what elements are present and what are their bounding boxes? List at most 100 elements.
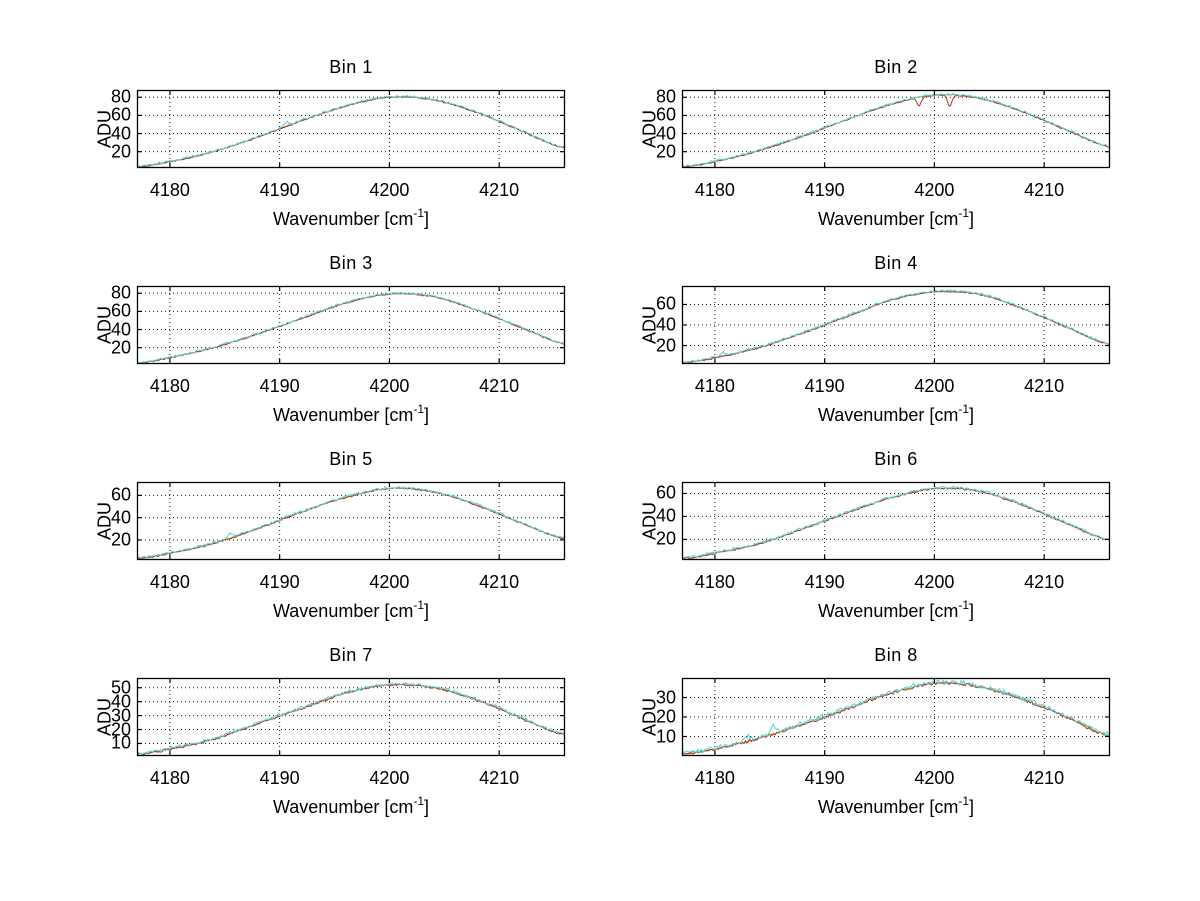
- x-tick-label: 4180: [694, 376, 735, 396]
- y-tick-label: 40: [655, 123, 676, 144]
- subplot-panel-bin-8: Bin 8 ADU Wavenumber [cm-1] 4180 4190 4200…: [567, 645, 1123, 835]
- x-tick-label: 4200: [369, 768, 410, 788]
- spectrum-red-trace: [137, 683, 565, 756]
- x-axis-label-superscript: -1: [413, 402, 425, 416]
- x-tick-label: 4190: [804, 180, 845, 200]
- x-axis-label-superscript: -1: [958, 598, 970, 612]
- y-tick-label: 20: [655, 141, 676, 162]
- x-axis-label: Wavenumber [cm-1]: [682, 598, 1110, 622]
- x-tick-label: 4200: [914, 376, 955, 396]
- x-tick-label: 4180: [149, 180, 190, 200]
- y-tick-label: 80: [110, 86, 131, 107]
- spectrum-red-trace: [682, 681, 1110, 755]
- x-tick-label: 4200: [914, 572, 955, 592]
- subplot-title: Bin 2: [874, 57, 918, 77]
- plot-area: [136, 285, 566, 365]
- y-tick-label: 20: [110, 719, 131, 740]
- subplot-title: Bin 4: [874, 253, 918, 273]
- plot-area: [136, 677, 566, 757]
- x-tick-label: 4190: [259, 376, 300, 396]
- y-tick-label: 60: [655, 482, 676, 503]
- x-tick-label: 4190: [804, 768, 845, 788]
- spectrum-olive-trace: [682, 487, 1110, 560]
- y-tick-label: 40: [655, 314, 676, 335]
- spectrum-red-trace: [137, 487, 565, 560]
- plot-area: [681, 481, 1111, 561]
- y-tick-label: 20: [110, 141, 131, 162]
- y-tick-label: 20: [110, 529, 131, 550]
- plot-area: [681, 89, 1111, 169]
- x-tick-label: 4180: [694, 572, 735, 592]
- subplot-title: Bin 5: [329, 449, 373, 469]
- subplot-title: Bin 3: [329, 253, 373, 273]
- x-tick-label: 4180: [694, 180, 735, 200]
- x-axis-label-text: Wavenumber [cm: [272, 797, 414, 817]
- plot-area: [136, 89, 566, 169]
- x-axis-label-bracket: ]: [424, 405, 430, 425]
- x-axis-label-superscript: -1: [413, 206, 425, 220]
- x-tick-label: 4210: [479, 180, 520, 200]
- x-axis-label-bracket: ]: [424, 209, 430, 229]
- spectrum-olive-trace: [137, 292, 565, 364]
- spectrum-olive-trace: [137, 487, 565, 560]
- x-axis-label: Wavenumber [cm-1]: [682, 794, 1110, 818]
- plot-area: [136, 481, 566, 561]
- y-tick-label: 60: [110, 484, 131, 505]
- spectrum-red-trace: [137, 96, 565, 168]
- x-axis-label-text: Wavenumber [cm: [272, 209, 414, 229]
- y-tick-label: 40: [110, 691, 131, 712]
- x-axis-label: Wavenumber [cm-1]: [137, 794, 565, 818]
- x-tick-label: 4200: [914, 768, 955, 788]
- y-tick-label: 60: [655, 104, 676, 125]
- x-axis-label-superscript: -1: [413, 794, 425, 808]
- x-axis-label-text: Wavenumber [cm: [817, 405, 959, 425]
- spectrum-olive-trace: [682, 681, 1110, 755]
- y-tick-label: 60: [110, 300, 131, 321]
- spectrum-red-trace: [137, 292, 565, 364]
- y-tick-label: 20: [655, 335, 676, 356]
- subplot-title: Bin 7: [329, 645, 373, 665]
- x-tick-label: 4200: [914, 180, 955, 200]
- y-tick-label: 10: [655, 726, 676, 746]
- y-tick-label: 40: [110, 319, 131, 340]
- x-tick-label: 4200: [369, 180, 410, 200]
- x-axis-label: Wavenumber [cm-1]: [137, 402, 565, 426]
- spectrum-cyan-trace: [682, 679, 1110, 754]
- spectrum-cyan-trace: [682, 93, 1110, 168]
- y-tick-label: 20: [655, 706, 676, 727]
- x-axis-label-superscript: -1: [958, 794, 970, 808]
- subplot-title: Bin 8: [874, 645, 918, 665]
- spectrum-red-trace: [682, 487, 1110, 560]
- subplot-panel-bin-3: Bin 3 ADU Wavenumber [cm-1] 4180 4190 4200…: [22, 253, 578, 443]
- x-axis-label: Wavenumber [cm-1]: [137, 598, 565, 622]
- subplot-title: Bin 1: [329, 57, 373, 77]
- x-tick-label: 4190: [259, 572, 300, 592]
- x-tick-label: 4210: [479, 572, 520, 592]
- plot-area: [681, 285, 1111, 365]
- x-axis-label-bracket: ]: [424, 797, 430, 817]
- spectrum-cyan-trace: [682, 485, 1110, 559]
- x-tick-label: 4210: [1024, 180, 1065, 200]
- y-tick-label: 20: [110, 337, 131, 358]
- spectrum-olive-trace: [137, 95, 565, 168]
- x-tick-label: 4180: [149, 572, 190, 592]
- subplot-panel-bin-2: Bin 2 ADU Wavenumber [cm-1] 4180 4190 4200…: [567, 57, 1123, 247]
- x-tick-label: 4190: [804, 376, 845, 396]
- subplot-panel-bin-7: Bin 7 ADU Wavenumber [cm-1] 4180 4190 4200…: [22, 645, 578, 835]
- spectrum-cyan-trace: [137, 486, 565, 560]
- y-tick-label: 60: [110, 104, 131, 125]
- subplot-panel-bin-5: Bin 5 ADU Wavenumber [cm-1] 4180 4190 4200…: [22, 449, 578, 639]
- x-axis-label: Wavenumber [cm-1]: [682, 206, 1110, 230]
- spectrum-olive-trace: [682, 94, 1110, 168]
- subplot-panel-bin-4: Bin 4 ADU Wavenumber [cm-1] 4180 4190 4200…: [567, 253, 1123, 443]
- y-tick-label: 20: [655, 528, 676, 549]
- spectrum-olive-trace: [682, 290, 1110, 364]
- x-tick-label: 4210: [1024, 376, 1065, 396]
- x-axis-label-bracket: ]: [969, 405, 975, 425]
- x-tick-label: 4210: [479, 376, 520, 396]
- plot-area: [681, 677, 1111, 757]
- spectrum-cyan-trace: [137, 291, 565, 364]
- x-tick-label: 4190: [259, 180, 300, 200]
- y-tick-label: 80: [110, 282, 131, 303]
- x-axis-label-text: Wavenumber [cm: [817, 209, 959, 229]
